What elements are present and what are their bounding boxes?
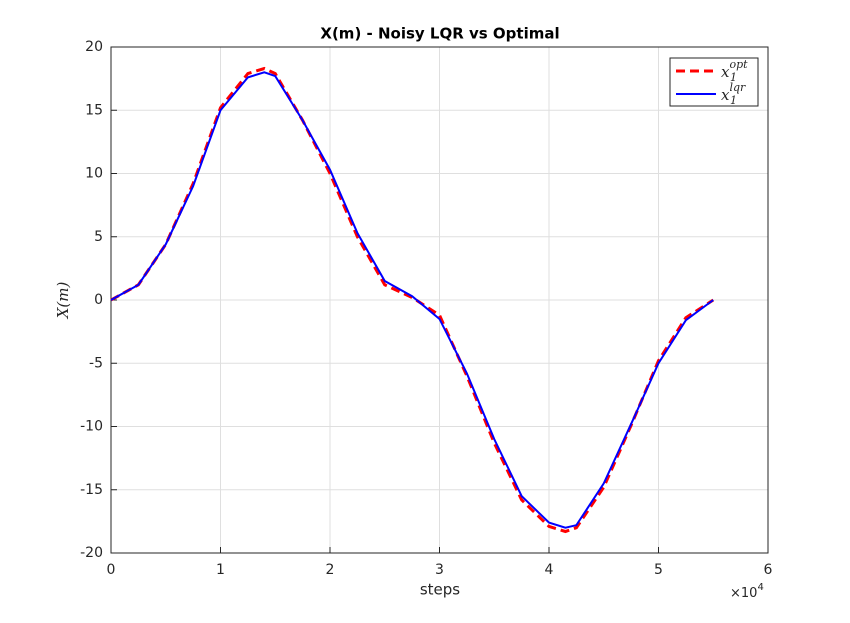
legend-superscript: lqr xyxy=(729,81,746,94)
series-line xyxy=(110,71,714,529)
x-axis-label: steps xyxy=(420,581,460,599)
chart-title: X(m) - Noisy LQR vs Optimal xyxy=(320,25,559,43)
y-tick-label: -20 xyxy=(80,545,103,561)
x-tick-label: 4 xyxy=(545,562,554,578)
y-tick-label: 5 xyxy=(94,229,103,245)
x-tick-label: 0 xyxy=(107,562,116,578)
legend-label: xopt 1 xyxy=(721,58,748,84)
y-tick-label: -15 xyxy=(80,482,103,498)
x-multiplier: ×104 xyxy=(730,582,764,601)
x-multiplier-base: ×10 xyxy=(730,586,757,601)
y-tick-label: 0 xyxy=(94,292,103,308)
y-tick-label: -10 xyxy=(80,419,103,435)
y-axis-label: X(m) xyxy=(54,282,72,320)
legend-name: x xyxy=(721,86,730,104)
legend-superscript: opt xyxy=(729,58,748,71)
legend-box xyxy=(669,57,759,107)
y-tick-label: 20 xyxy=(85,39,103,55)
legend-name: x xyxy=(721,63,730,81)
legend-label: xlqr 1 xyxy=(721,81,746,107)
legend-subscript: 1 xyxy=(730,71,737,84)
x-multiplier-exponent: 4 xyxy=(757,582,763,593)
y-tick-label: 15 xyxy=(85,102,103,118)
legend-subscript: 1 xyxy=(730,94,737,107)
y-tick-label: -5 xyxy=(89,355,103,371)
x-tick-label: 1 xyxy=(216,562,225,578)
x-tick-label: 6 xyxy=(764,562,773,578)
y-tick-label: 10 xyxy=(85,166,103,182)
x-tick-label: 2 xyxy=(326,562,335,578)
x-tick-label: 5 xyxy=(654,562,663,578)
x-tick-label: 3 xyxy=(435,562,444,578)
